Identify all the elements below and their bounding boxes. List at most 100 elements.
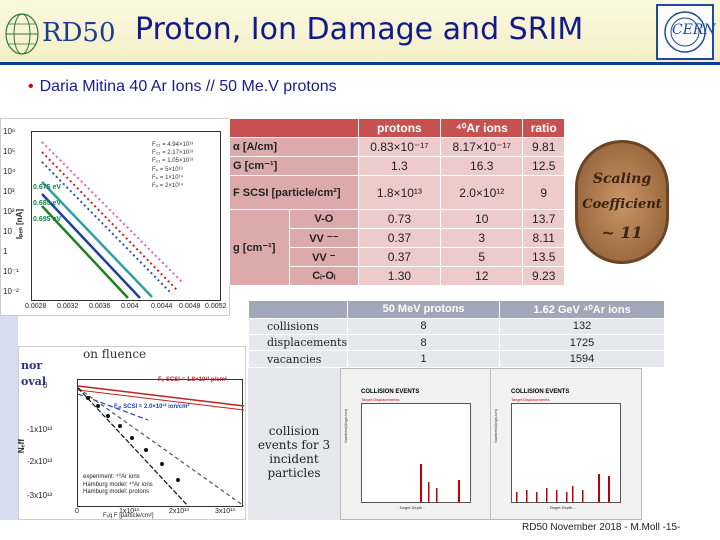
cell: 2.0×10¹² <box>440 174 524 211</box>
row-label: V-O <box>289 209 359 230</box>
y-tick: 1 <box>3 247 8 256</box>
y-tick: 10⁴ <box>3 167 16 176</box>
collision-plot-title: COLLISION EVENTS <box>361 389 420 395</box>
legend-entry: Hamburg model: ⁴⁰Ar ions <box>83 482 153 488</box>
badge-line: ~ 11 <box>601 223 643 242</box>
cell: 3 <box>440 228 524 249</box>
plot-frame: 0.675 eV 0.685 eV 0.695 eV F₂₃ = 4.94×10… <box>31 131 221 301</box>
damage-parameter-table: protons ⁴⁰Ar ions ratio α [A/cm] 0.83×10… <box>229 118 565 286</box>
row-label: vacancies <box>247 350 349 368</box>
table-header-cell <box>247 300 349 319</box>
y-tick: 10³ <box>3 187 15 196</box>
table-row: α [A/cm] 0.83×10⁻¹⁷ 8.17×10⁻¹⁷ 9.81 <box>229 136 565 157</box>
cell: 1.3 <box>357 155 442 176</box>
collision-caption: collision events for 3 incident particle… <box>257 424 331 480</box>
collision-bars <box>420 464 460 502</box>
cell: 0.73 <box>357 209 442 230</box>
plot-frame: Fₚ SCSI = 1.8×10¹³ p/cm² Fₐᵣ SCSI = 2.0×… <box>77 377 245 507</box>
x-axis-label: Fₑq F [particle/cm²] <box>103 513 154 519</box>
y-tick: 10² <box>3 207 15 216</box>
neff-vs-fluence-plot: on fluence nor oval 0 -1x10¹³ -2x10¹³ -3… <box>17 346 246 520</box>
row-label: VV ⁻ <box>289 247 359 268</box>
table-header-cell: ratio <box>522 118 565 138</box>
rd50-globe-icon <box>5 13 39 55</box>
cell: 12.5 <box>522 155 565 176</box>
cell: 8.17×10⁻¹⁷ <box>440 136 524 157</box>
rd50-logo-text: RD50 <box>42 18 116 48</box>
cern-logo: CERN <box>656 4 716 60</box>
table-row: g [cm⁻¹] V-O 0.73 10 13.7 <box>229 209 565 286</box>
x-tick: 0.0048 <box>179 303 201 310</box>
cell: 10 <box>440 209 524 230</box>
slide-footer: RD50 November 2018 - M.Moll -15- <box>522 522 681 533</box>
cell: 0.37 <box>357 247 442 268</box>
plot-lines <box>77 385 245 507</box>
collision-plot-ylabel: Number/(Angs-Ion) <box>493 409 498 444</box>
table-header-cell <box>229 118 359 138</box>
collision-events-plot-ar: COLLISION EVENTS Target Displacements Nu… <box>490 368 642 520</box>
y-tick: 10⁻² <box>3 287 19 296</box>
collision-events-plot-protons: COLLISION EVENTS Target Displacements Nu… <box>340 368 492 520</box>
level-label: 0.685 eV <box>33 200 62 207</box>
legend-entry: Fₚ = 5×10¹³ <box>152 167 183 173</box>
legend-entry: F₂₃ = 4.94×10¹³ <box>152 142 194 148</box>
plot-annotation: Fₚ SCSI = 1.8×10¹³ p/cm² <box>158 377 227 383</box>
collision-plot-subtitle: Target Displacements <box>361 397 400 402</box>
collision-plot-frame <box>511 403 621 503</box>
x-tick: 2x10¹³ <box>169 508 189 515</box>
group-label: g [cm⁻¹] <box>229 209 290 286</box>
cell: 9 <box>522 174 565 211</box>
row-label: G [cm⁻¹] <box>229 155 359 176</box>
legend-entry: F₂₃ = 1.05×10¹³ <box>152 158 194 164</box>
current-vs-temperature-plot: 10⁶ 10⁵ 10⁴ 10³ 10² 10 1 10⁻¹ 10⁻² Iₚₑₙ … <box>0 118 230 316</box>
cell: 0.83×10⁻¹⁷ <box>357 136 442 157</box>
cell: 1 <box>347 350 501 368</box>
collision-plot-frame <box>361 403 471 503</box>
plot-heading: on fluence <box>83 347 147 361</box>
cern-logo-text: CERN <box>672 22 716 38</box>
bullet-label: Daria Mitina 40 Ar Ions // 50 Me.V proto… <box>39 78 337 95</box>
cell: 0.37 <box>357 228 442 249</box>
bullet-dot-icon: • <box>28 78 34 95</box>
collision-plot-subtitle: Target Displacements <box>511 397 550 402</box>
cell: 8 <box>347 317 501 336</box>
table-header-row: 50 MeV protons 1.62 GeV ⁴⁰Ar ions <box>247 300 665 319</box>
row-label: VV ⁻⁻ <box>289 228 359 249</box>
y-tick: -2x10¹³ <box>27 457 53 466</box>
y-tick: -3x10¹³ <box>27 491 53 500</box>
cell: 1725 <box>499 333 665 352</box>
cell: 5 <box>440 247 524 268</box>
page-title: Proton, Ion Damage and SRIM <box>135 12 584 47</box>
table-header-cell: 1.62 GeV ⁴⁰Ar ions <box>499 300 665 319</box>
collision-plot-xlabel: - Target Depth - <box>397 505 425 510</box>
x-tick: 0.0028 <box>25 303 47 310</box>
x-tick: 1x10¹³ <box>119 508 139 515</box>
bullet-text: • Daria Mitina 40 Ar Ions // 50 Me.V prot… <box>28 78 337 96</box>
table-row: vacancies 1 1594 <box>247 350 665 368</box>
x-tick: 0.0032 <box>57 303 79 310</box>
table-row: G [cm⁻¹] 1.3 16.3 12.5 <box>229 155 565 176</box>
y-tick: 10⁶ <box>3 127 16 136</box>
y-axis-label: Iₚₑₙ [nA] <box>15 209 24 240</box>
header-bar: RD50 Proton, Ion Damage and SRIM CERN <box>0 0 720 62</box>
plot-lines <box>41 141 183 299</box>
x-tick: 0.0052 <box>205 303 227 310</box>
row-label: α [A/cm] <box>229 136 359 157</box>
legend-entry: Fₚ = 1×10¹⁴ <box>152 175 184 181</box>
y-tick: 10⁵ <box>3 147 16 156</box>
table-header-cell: protons <box>357 118 442 138</box>
collision-caption-panel: collision events for 3 incident particle… <box>248 368 340 520</box>
table-row: Cᵢ-Oᵢ 1.30 12 9.23 <box>230 266 565 286</box>
cell: 1.8×10¹³ <box>357 174 442 211</box>
rd50-logo: RD50 <box>4 6 116 58</box>
table-header-cell: 50 MeV protons <box>347 300 501 319</box>
cell: 12 <box>440 266 524 286</box>
table-row: F SCSI [particle/cm²] 1.8×10¹³ 2.0×10¹² … <box>229 174 565 211</box>
cell: 13.5 <box>522 247 565 268</box>
x-tick: 0.0036 <box>89 303 111 310</box>
y-tick: 10⁻¹ <box>3 267 19 276</box>
table-header-row: protons ⁴⁰Ar ions ratio <box>229 118 565 138</box>
row-label: displacements <box>247 333 349 352</box>
plot-annotation: Fₐᵣ SCSI = 2.0×10¹² ion/cm² <box>114 404 190 410</box>
